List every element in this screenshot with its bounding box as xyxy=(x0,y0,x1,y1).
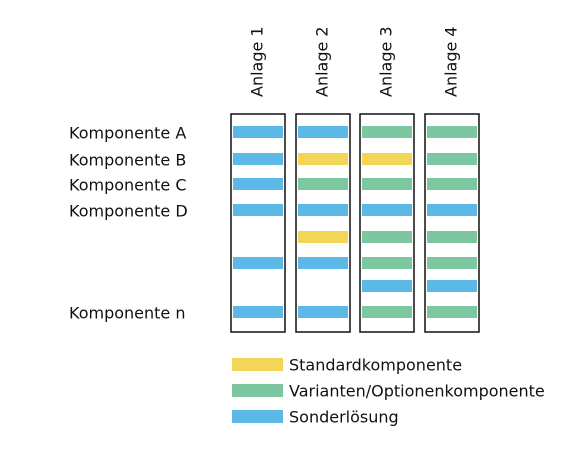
cell-bar xyxy=(362,178,412,190)
legend-label: Varianten/Optionenkomponente xyxy=(289,382,545,401)
row-label: Komponente A xyxy=(69,124,186,143)
cell-bar xyxy=(362,153,412,165)
cell-bar xyxy=(362,257,412,269)
legend-swatch xyxy=(232,358,283,371)
cell-bar xyxy=(427,231,477,243)
cell-bar xyxy=(427,126,477,138)
cell-bar xyxy=(427,153,477,165)
cell-bar xyxy=(298,126,348,138)
row-label: Komponente D xyxy=(69,202,188,221)
legend-swatch xyxy=(232,410,283,423)
column-header: Anlage 2 xyxy=(313,26,332,97)
legend-swatch xyxy=(232,384,283,397)
cell-bar xyxy=(233,257,283,269)
cell-bar xyxy=(298,231,348,243)
cell-bar xyxy=(233,306,283,318)
cell-bar xyxy=(362,204,412,216)
column-box xyxy=(295,113,351,333)
legend-label: Standardkomponente xyxy=(289,356,462,375)
cell-bar xyxy=(233,153,283,165)
cell-bar xyxy=(233,204,283,216)
cell-bar xyxy=(298,153,348,165)
cell-bar xyxy=(362,306,412,318)
cell-bar xyxy=(362,280,412,292)
column-box xyxy=(424,113,480,333)
cell-bar xyxy=(427,280,477,292)
cell-bar xyxy=(427,257,477,269)
cell-bar xyxy=(427,204,477,216)
cell-bar xyxy=(233,126,283,138)
column-header: Anlage 1 xyxy=(248,26,267,97)
cell-bar xyxy=(362,126,412,138)
cell-bar xyxy=(298,178,348,190)
cell-bar xyxy=(298,257,348,269)
cell-bar xyxy=(298,204,348,216)
cell-bar xyxy=(362,231,412,243)
column-box xyxy=(359,113,415,333)
column-header: Anlage 3 xyxy=(377,26,396,97)
cell-bar xyxy=(298,306,348,318)
column-header: Anlage 4 xyxy=(442,26,461,97)
column-box xyxy=(230,113,286,333)
cell-bar xyxy=(427,306,477,318)
legend-label: Sonderlösung xyxy=(289,408,399,427)
cell-bar xyxy=(427,178,477,190)
row-label: Komponente B xyxy=(69,151,186,170)
row-label: Komponente n xyxy=(69,304,185,323)
cell-bar xyxy=(233,178,283,190)
row-label: Komponente C xyxy=(69,176,187,195)
